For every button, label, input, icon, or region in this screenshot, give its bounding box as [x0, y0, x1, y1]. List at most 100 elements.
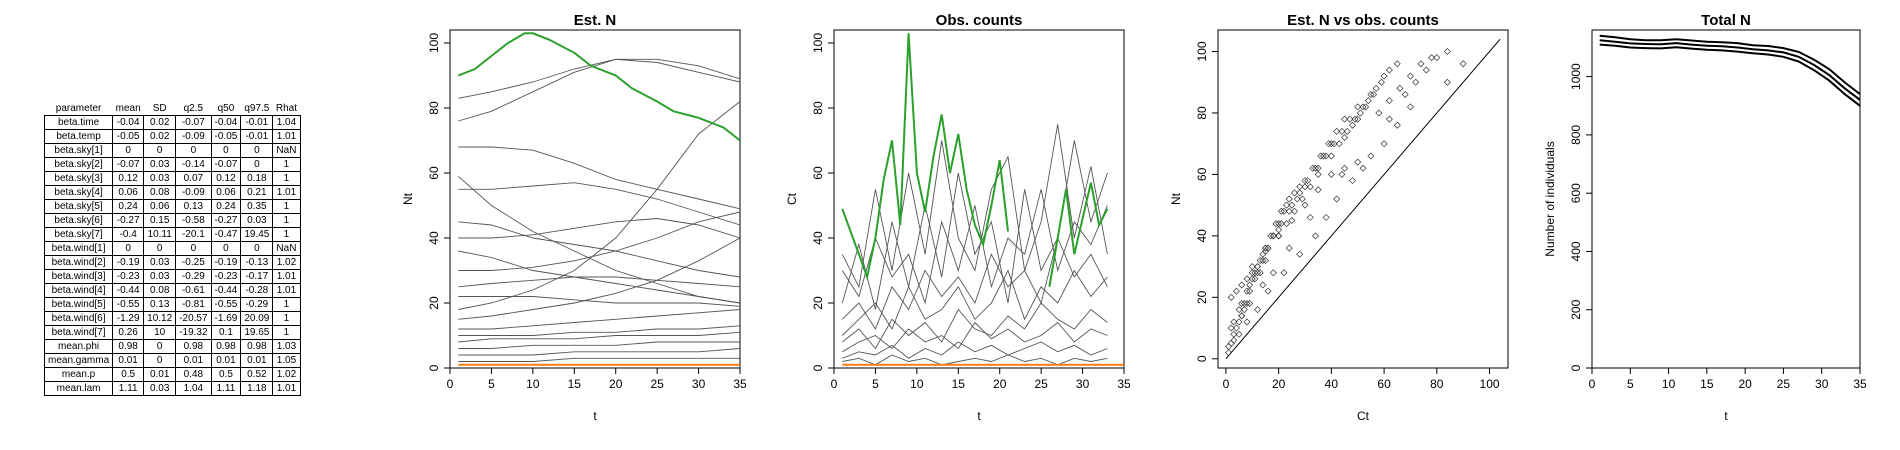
- x-axis-label: t: [977, 409, 981, 423]
- y-tick-label: 100: [1195, 41, 1209, 61]
- table-row: beta.sky[3] 0.12 0.03 0.07 0.12 0.18 1: [43, 171, 301, 186]
- value-cell: 0.03: [143, 381, 177, 396]
- y-tick-label: 20: [1195, 290, 1209, 304]
- table-row: beta.sky[6] -0.27 0.15 -0.58 -0.27 0.03 1: [43, 213, 301, 228]
- scatter-point: [1312, 164, 1320, 172]
- value-cell: 0: [143, 339, 177, 354]
- scatter-point: [1319, 152, 1327, 160]
- value-cell: 0.02: [143, 115, 177, 130]
- scatter-point: [1280, 207, 1288, 215]
- x-tick-label: 30: [692, 377, 706, 391]
- series-line: [1599, 34, 1860, 95]
- scatter-point: [1380, 140, 1388, 148]
- x-tick-label: 0: [447, 377, 454, 391]
- scatter-point: [1322, 152, 1330, 160]
- value-cell: -0.05: [112, 129, 145, 144]
- scatter-point: [1243, 318, 1251, 326]
- plot-box: [1591, 29, 1861, 369]
- parameter-name-cell: beta.sky[3]: [43, 171, 114, 186]
- value-cell: 0.03: [143, 269, 177, 284]
- scatter-point: [1264, 287, 1272, 295]
- value-cell: 1.11: [210, 381, 242, 396]
- scatter-point: [1269, 232, 1277, 240]
- value-cell: 1.04: [175, 381, 212, 396]
- x-tick-label: 15: [952, 377, 966, 391]
- scatter-point: [1261, 244, 1269, 252]
- table-row: beta.wind[6] -1.29 10.12 -20.57 -1.69 20.09 1: [43, 311, 301, 326]
- scatter-point: [1322, 213, 1330, 221]
- value-cell: 1: [272, 325, 301, 340]
- value-cell: 0.08: [143, 185, 177, 200]
- scatter-point: [1341, 134, 1349, 142]
- scatter-point: [1385, 115, 1393, 123]
- series-line: [458, 146, 740, 210]
- y-tick-label: 60: [427, 166, 441, 180]
- value-cell: 0.98: [112, 339, 145, 354]
- scatter-point: [1385, 66, 1393, 74]
- scatter-point: [1367, 152, 1375, 160]
- y-tick-label: 0: [1569, 364, 1583, 371]
- scatter-point: [1359, 103, 1367, 111]
- parameter-name-cell: beta.sky[5]: [43, 199, 114, 214]
- value-cell: 0.08: [143, 283, 177, 298]
- value-cell: -0.55: [210, 297, 242, 312]
- scatter-point: [1325, 140, 1333, 148]
- scatter-point: [1301, 201, 1309, 209]
- value-cell: 0.13: [175, 199, 212, 214]
- value-cell: 1.01: [272, 129, 301, 144]
- scatter-point: [1433, 54, 1441, 62]
- y-tick-label: 0: [1195, 355, 1209, 362]
- value-cell: -0.23: [210, 269, 242, 284]
- scatter-point: [1364, 97, 1372, 105]
- column-header: Rhat: [275, 103, 297, 114]
- est-n-vs-obs-counts-chart: Est. N vs obs. counts 0 20 40 60 80 100 0 20 40 60…: [1169, 12, 1509, 423]
- value-cell: 0.01: [143, 367, 177, 382]
- value-cell: 0: [240, 157, 274, 172]
- x-axis-label: Ct: [1357, 409, 1370, 423]
- x-tick-label: 10: [910, 377, 924, 391]
- scatter-point: [1283, 220, 1291, 228]
- scatter-point: [1267, 232, 1275, 240]
- scatter-point: [1354, 158, 1362, 166]
- value-cell: 0: [240, 143, 274, 158]
- value-cell: 1: [272, 157, 301, 172]
- series-line: [842, 341, 1108, 359]
- parameter-name-cell: beta.temp: [43, 129, 114, 144]
- scatter-point: [1246, 281, 1254, 289]
- series-line: [458, 309, 740, 330]
- scatter-point: [1380, 72, 1388, 80]
- column-header: q97.5: [244, 103, 270, 114]
- value-cell: 0.15: [143, 213, 177, 228]
- scatter-point: [1406, 72, 1414, 80]
- value-cell: 0.12: [112, 171, 145, 186]
- value-cell: 1.05: [272, 353, 301, 368]
- value-cell: 1: [272, 213, 301, 228]
- scatter-point: [1230, 318, 1238, 326]
- series-line: [458, 211, 740, 271]
- scatter-point: [1377, 78, 1385, 86]
- value-cell: -0.27: [210, 213, 242, 228]
- value-cell: 0.03: [143, 255, 177, 270]
- value-cell: 0.01: [240, 353, 274, 368]
- value-cell: -0.81: [175, 297, 212, 312]
- y-tick-label: 100: [811, 33, 825, 53]
- x-tick-label: 20: [993, 377, 1007, 391]
- scatter-point: [1238, 312, 1246, 320]
- value-cell: 0.01: [210, 353, 242, 368]
- parameter-name-cell: beta.sky[4]: [43, 185, 114, 200]
- value-cell: 0.98: [240, 339, 274, 354]
- value-cell: 1: [272, 227, 301, 242]
- scatter-point: [1240, 306, 1248, 314]
- series-line: [458, 58, 740, 99]
- value-cell: 0: [240, 241, 274, 256]
- scatter-point: [1261, 247, 1269, 255]
- scatter-point: [1354, 115, 1362, 123]
- value-cell: 1.18: [240, 381, 274, 396]
- x-tick-label: 5: [488, 377, 495, 391]
- highlight-series-line: [1048, 182, 1109, 287]
- scatter-point: [1275, 220, 1283, 228]
- scatter-point: [1283, 201, 1291, 209]
- identity-line: [1225, 38, 1501, 360]
- series-line: [458, 357, 740, 362]
- value-cell: 0.98: [210, 339, 242, 354]
